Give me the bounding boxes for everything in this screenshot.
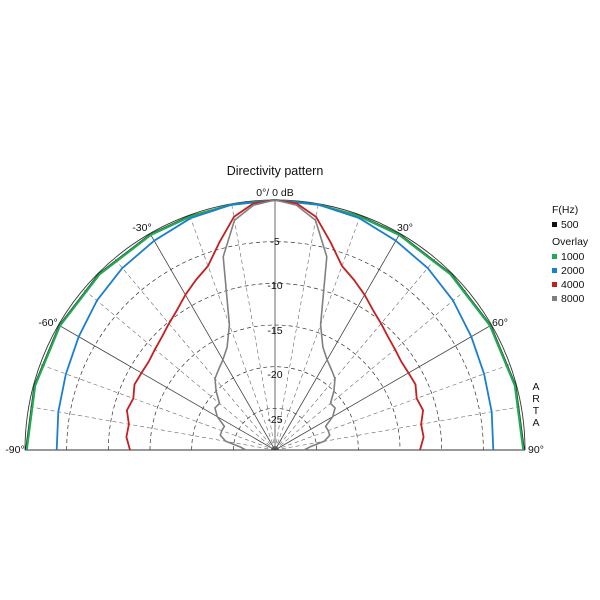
angle-label: 90° (528, 444, 544, 456)
grid-spoke (149, 233, 276, 451)
curve-layer (25, 198, 525, 451)
angle-label: 30° (397, 222, 413, 234)
legend-label: 8000 (561, 293, 585, 305)
grid-spoke (274, 324, 492, 451)
grid-spoke (274, 233, 401, 451)
angle-label: 60° (492, 317, 508, 329)
watermark-letter: R (532, 393, 540, 405)
grid-ring (191, 366, 359, 451)
angle-label: -60° (38, 317, 57, 329)
radial-tick-label: -15 (267, 325, 282, 337)
legend-label: 4000 (561, 279, 585, 291)
radial-tick-label: -25 (267, 414, 282, 426)
grid-spoke (189, 214, 276, 451)
angle-label: -90° (5, 444, 24, 456)
radial-tick-label: -20 (267, 369, 282, 381)
grid-spoke (274, 289, 467, 451)
grid-spoke (274, 364, 511, 451)
grid-spoke (58, 324, 276, 451)
watermark-letter: A (532, 417, 539, 429)
watermark-letter: T (533, 405, 540, 417)
top-label: 0°/ 0 dB (256, 187, 293, 199)
legend-header: F(Hz) (552, 204, 578, 216)
legend-swatch (552, 254, 557, 259)
grid-ring (66, 241, 484, 451)
chart-title: Directivity pattern (227, 164, 324, 178)
legend-label: 1000 (561, 251, 585, 263)
legend-label: 500 (561, 219, 579, 231)
polar-grid (24, 199, 526, 451)
legend-swatch (552, 296, 557, 301)
legend-swatch (552, 222, 557, 227)
legend: F(Hz) 500 Overlay 1000 2000 4000 8000 (552, 204, 589, 305)
legend-overlay-label: Overlay (552, 236, 589, 248)
legend-swatch (552, 268, 557, 273)
angle-label: -30° (132, 222, 151, 234)
legend-swatch (552, 282, 557, 287)
legend-label: 2000 (561, 265, 585, 277)
series-line-8000 (214, 199, 336, 451)
radial-tick-label: -10 (267, 280, 282, 292)
radial-tick-label: -5 (270, 236, 279, 248)
watermark-letter: A (532, 381, 539, 393)
